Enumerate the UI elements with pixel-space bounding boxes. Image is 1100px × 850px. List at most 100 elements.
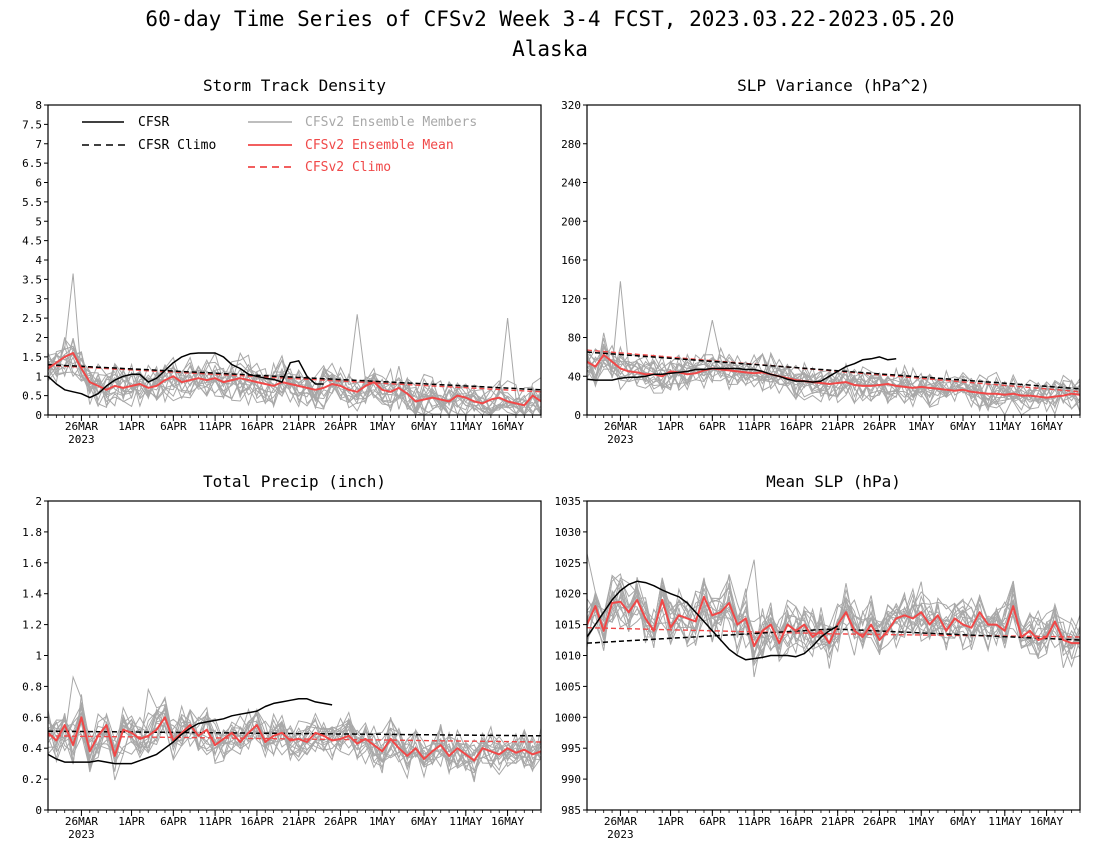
ensemble-member-line [587, 356, 1080, 415]
ensemble-member-line [48, 705, 541, 774]
x-tick-label: 21APR [282, 420, 315, 433]
ensemble-members [48, 273, 541, 415]
y-tick-label: 120 [561, 293, 581, 306]
x-axis: 26MAR 1APR 6APR 11APR 16APR 21APR 26APR 1MAY 6MA… [586, 810, 1081, 841]
panel-mean-slp: Mean SLP (hPa) 985 990 995 1000 1005 1010 1015 1… [555, 472, 1081, 841]
cfsr-line [587, 580, 839, 661]
y-tick-label: 1030 [555, 526, 582, 539]
plot-frame [586, 104, 1081, 416]
x-tick-label: 1APR [657, 420, 684, 433]
panel-storm-track-density: Storm Track Density 0 0.5 1 1.5 2 2.5 3 3.5 4 4.5 5… [22, 76, 542, 446]
x-tick-label: 11MAY [988, 420, 1021, 433]
y-tick-label: 0 [35, 409, 42, 422]
cfsv2-climo-line [587, 349, 1080, 393]
y-axis: 0 40 80 120 160 200 240 280 320 [561, 99, 587, 422]
x-tick-label: 6APR [699, 420, 726, 433]
y-axis: 985 990 995 1000 1005 1010 1015 1020 1025 1030 103… [555, 495, 587, 817]
ensemble-member-line [48, 346, 541, 415]
y-tick-label: 1020 [555, 588, 582, 601]
ensemble-member-line [48, 353, 541, 415]
ensemble-members [48, 675, 541, 783]
x-tick-label: 16APR [779, 815, 812, 828]
legend-label-cfsr-climo: CFSR Climo [138, 138, 216, 153]
ensemble-member-line [48, 704, 541, 783]
cfsr-line [587, 356, 897, 383]
cfsv2-climo-line [48, 364, 541, 393]
y-tick-label: 990 [561, 773, 581, 786]
legend: CFSR CFSR Climo CFSv2 Ensemble Members C… [82, 115, 477, 175]
cfsr-line [48, 698, 333, 765]
x-tick-label: 16MAY [1030, 420, 1063, 433]
plot-area [48, 675, 541, 783]
x-tick-label: 16MAY [1030, 815, 1063, 828]
x-tick-label: 16APR [240, 420, 273, 433]
y-tick-label: 280 [561, 138, 581, 151]
legend-label-cfsr: CFSR [138, 115, 169, 130]
y-tick-label: 6.5 [22, 157, 42, 170]
x-tick-label: 1MAY [369, 420, 396, 433]
plot-frame [47, 500, 542, 811]
x-axis: 26MAR 1APR 6APR 11APR 16APR 21APR 26APR 1MAY 6MA… [47, 415, 542, 446]
ensemble-member-line [587, 344, 1080, 413]
y-tick-label: 8 [35, 99, 42, 112]
panel-slp-variance: SLP Variance (hPa^2) 0 40 80 120 160 200 240 280… [561, 76, 1081, 446]
y-tick-label: 1 [35, 370, 42, 383]
y-tick-label: 1.5 [22, 351, 42, 364]
y-axis: 0 0.2 0.4 0.6 0.8 1 1.2 1.4 1.6 1.8 2 [22, 495, 48, 817]
x-tick-label: 21APR [821, 420, 854, 433]
y-tick-label: 1.4 [22, 588, 42, 601]
legend-label-ens-members: CFSv2 Ensemble Members [305, 115, 477, 130]
ensemble-member-line [48, 712, 541, 776]
panel-title: SLP Variance (hPa^2) [737, 76, 930, 95]
ensemble-member-line [587, 589, 1080, 657]
ensemble-members [587, 553, 1080, 678]
y-tick-label: 1035 [555, 495, 582, 508]
x-tick-label: 26MAR [65, 815, 98, 828]
x-tick-label: 6APR [160, 815, 187, 828]
x-tick-label: 16APR [240, 815, 273, 828]
x-tick-label: 21APR [821, 815, 854, 828]
x-tick-label: 1MAY [908, 815, 935, 828]
y-tick-label: 2 [35, 332, 42, 345]
x-tick-label: 1APR [118, 420, 145, 433]
x-axis: 26MAR 1APR 6APR 11APR 16APR 21APR 26APR 1MAY 6MA… [586, 415, 1081, 446]
cfsr-climo-line [587, 628, 1080, 644]
x-tick-label: 1APR [118, 815, 145, 828]
y-tick-label: 1000 [555, 711, 582, 724]
ensemble-member-line [587, 354, 1080, 410]
y-tick-label: 0.6 [22, 711, 42, 724]
ensemble-member-line [48, 708, 541, 772]
y-tick-label: 2 [35, 495, 42, 508]
ensemble-member-line [587, 577, 1080, 658]
x-tick-label: 11APR [199, 815, 232, 828]
x-tick-label: 1MAY [369, 815, 396, 828]
ensemble-member-line [587, 587, 1080, 659]
x-tick-label: 11APR [738, 815, 771, 828]
ensemble-member-line [48, 351, 541, 415]
y-tick-label: 0.4 [22, 742, 42, 755]
y-tick-label: 7 [35, 138, 42, 151]
ensemble-member-line [48, 707, 541, 769]
cfsr-climo-line [48, 363, 541, 391]
y-tick-label: 1.2 [22, 619, 42, 632]
x-tick-label: 11APR [199, 420, 232, 433]
legend-label-ens-mean: CFSv2 Ensemble Mean [305, 138, 454, 153]
x-tick-label: 11APR [738, 420, 771, 433]
y-tick-label: 0.2 [22, 773, 42, 786]
y-tick-label: 1 [35, 650, 42, 663]
x-tick-label: 6APR [699, 815, 726, 828]
y-tick-label: 320 [561, 99, 581, 112]
ensemble-member-line [587, 351, 1080, 404]
x-tick-label: 1APR [657, 815, 684, 828]
x-year-label: 2023 [68, 433, 95, 446]
x-tick-label: 16MAY [491, 815, 524, 828]
x-tick-label: 11MAY [449, 815, 482, 828]
y-tick-label: 4.5 [22, 235, 42, 248]
x-tick-label: 26APR [324, 420, 357, 433]
plot-area [587, 281, 1080, 415]
x-tick-label: 26MAR [65, 420, 98, 433]
panel-title: Total Precip (inch) [203, 472, 386, 491]
x-tick-label: 26APR [863, 815, 896, 828]
y-tick-label: 3.5 [22, 273, 42, 286]
